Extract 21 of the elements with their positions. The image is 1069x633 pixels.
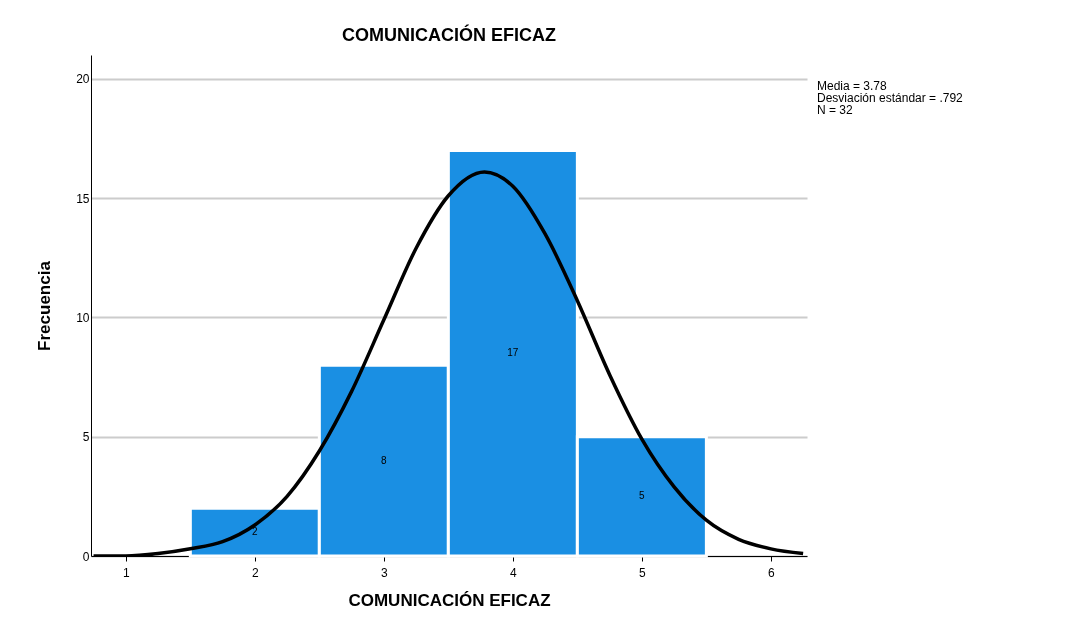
x-tick-label: 6 — [768, 565, 776, 580]
text: Media = 3.78 — [817, 79, 888, 93]
y-axis-title: Frecuencia — [35, 260, 55, 351]
x-tick-label: 1 — [122, 565, 130, 580]
x-axis-title: COMUNICACIÓN EFICAZ — [348, 590, 551, 610]
y-tick-label: 5 — [82, 430, 90, 445]
y-tick-label: 15 — [76, 191, 90, 206]
y-tick-label: 10 — [76, 310, 90, 325]
data-label: 2 — [252, 526, 259, 538]
y-tick-label: 0 — [82, 549, 90, 564]
y-tick-label: 20 — [76, 72, 90, 87]
chart-title: COMUNICACIÓN EFICAZ — [342, 24, 556, 45]
text: N = 32 — [817, 103, 854, 117]
x-tick-label: 4 — [510, 565, 518, 580]
data-label: 8 — [381, 454, 388, 466]
x-tick-label: 5 — [639, 565, 647, 580]
data-label: 5 — [639, 490, 646, 502]
text: Desviación estándar = .792 — [817, 91, 964, 105]
data-label: 17 — [507, 347, 519, 359]
x-tick-label: 3 — [381, 565, 389, 580]
x-tick-label: 2 — [252, 565, 259, 580]
